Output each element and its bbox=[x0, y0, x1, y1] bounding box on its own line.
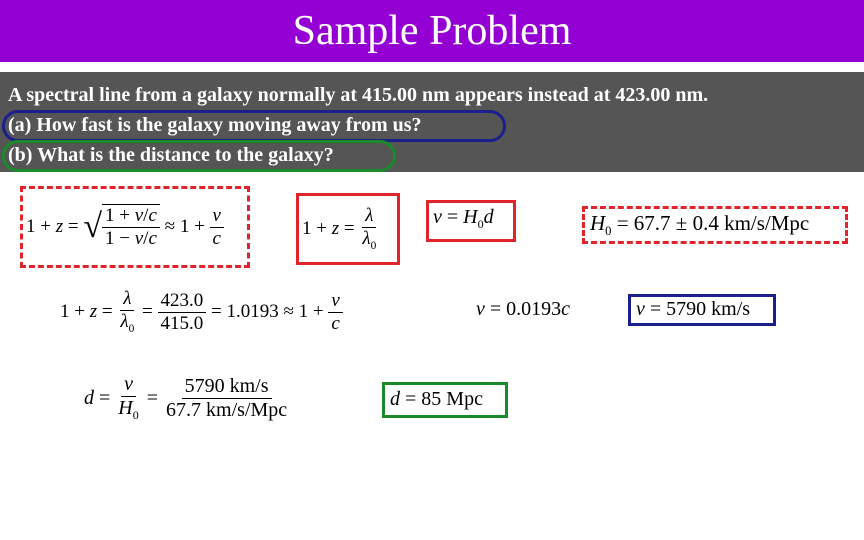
title-bar: Sample Problem bbox=[0, 0, 864, 62]
hubble-constant-equation: H0 = 67.7 ± 0.4 km/s/Mpc bbox=[590, 211, 810, 239]
hubble-law-box bbox=[426, 200, 516, 242]
redshift-wavelength-box bbox=[296, 193, 400, 265]
problem-statement: A spectral line from a galaxy normally a… bbox=[0, 72, 864, 172]
distance-calculation-equation: d = v H0 = 5790 km/s 67.7 km/s/Mpc bbox=[84, 373, 288, 423]
distance-result-equation: d = 85 Mpc bbox=[390, 388, 483, 410]
page-title: Sample Problem bbox=[292, 8, 572, 54]
redshift-wavelength-equation: 1 + z = λ λ0 bbox=[302, 205, 377, 252]
redshift-calculation-equation: 1 + z = λ λ0 = 423.0 415.0 = 1.0193 ≈ 1 + … bbox=[60, 284, 343, 340]
part-b-highlight bbox=[2, 140, 396, 172]
problem-line-1: A spectral line from a galaxy normally a… bbox=[8, 84, 709, 106]
hubble-law-equation: v = H0d bbox=[433, 206, 494, 231]
hubble-constant-box bbox=[582, 206, 848, 244]
velocity-result-box bbox=[628, 294, 776, 326]
part-a-highlight bbox=[2, 110, 506, 142]
problem-line-3: (b) What is the distance to the galaxy? bbox=[8, 144, 334, 166]
relativistic-doppler-box bbox=[20, 186, 250, 268]
distance-result-box bbox=[382, 382, 508, 418]
velocity-fraction-equation: v = 0.0193c bbox=[476, 298, 571, 320]
velocity-result-equation: v = 5790 km/s bbox=[636, 298, 751, 320]
problem-line-2: (a) How fast is the galaxy moving away f… bbox=[8, 114, 422, 136]
